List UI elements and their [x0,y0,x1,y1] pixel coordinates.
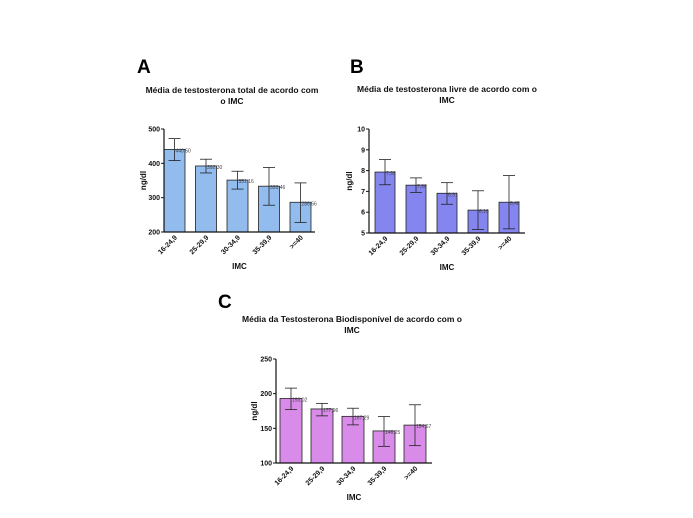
y-tick-label: 500 [148,127,160,134]
y-axis-label: ng/dl [250,401,259,420]
y-tick-label: 150 [260,426,272,433]
x-axis-label: IMC [232,262,247,271]
chart-b: B Média de testosterona livre de acordo c… [345,57,537,272]
x-tick-label: 16-24,9 [157,234,179,256]
x-tick-label: 30-34,9 [220,234,242,256]
data-label: 333,46 [270,185,286,191]
data-label: 286,56 [302,201,318,207]
data-label: 146,25 [385,430,401,436]
x-tick-label: 30-34,9 [336,465,358,487]
y-tick-label: 100 [260,461,272,468]
x-tick-label: 35-39,9 [461,235,483,257]
y-tick-label: 400 [148,161,160,168]
y-tick-label: 200 [260,391,272,398]
data-label: 154,67 [416,424,432,430]
y-tick-label: 10 [357,127,365,134]
y-tick-label: 8 [361,168,365,175]
data-label: 7,30 [417,184,427,190]
y-axis-label: ng/dl [139,171,148,190]
y-tick-label: 6 [361,210,365,217]
data-label: 6,10 [479,209,489,215]
x-axis-label: IMC [347,493,362,502]
x-tick-label: 25-29,9 [189,234,211,256]
bar [310,408,334,464]
y-tick-label: 7 [361,189,365,196]
data-label: 440,50 [176,148,192,154]
panel-label: B [350,57,364,78]
bar [195,165,217,233]
data-label: 351,16 [239,179,255,185]
x-tick-label: 25-29,9 [305,465,327,487]
x-tick-label: 25-29,9 [399,235,421,257]
panel-label: C [218,292,232,313]
chart-title-line: Média da Testosterona Biodisponível de a… [242,314,462,324]
x-tick-label: >=40 [289,234,305,250]
x-tick-label: 35-39,9 [252,234,274,256]
y-tick-label: 9 [361,147,365,154]
chart-c: C Média da Testosterona Biodisponível de … [218,292,462,502]
y-tick-label: 300 [148,195,160,202]
data-label: 392,30 [207,165,223,171]
y-axis-label: ng/dl [345,171,354,190]
chart-title-line: IMC [439,95,455,105]
y-tick-label: 200 [148,230,160,237]
x-tick-label: >=40 [497,235,513,251]
x-tick-label: >=40 [403,465,419,481]
x-tick-label: 30-34,9 [430,235,452,257]
chart-title-line: Média de testosterona total de acordo co… [146,85,319,95]
chart-title-line: o IMC [220,96,243,106]
x-tick-label: 35-39,9 [367,465,389,487]
x-tick-label: 16-24,9 [274,465,296,487]
chart-title-line: IMC [344,325,360,335]
data-label: 6,91 [448,192,458,198]
chart-title-line: Média de testosterona livre de acordo co… [357,84,537,94]
x-axis-label: IMC [440,263,455,272]
bar [163,149,186,233]
y-tick-label: 5 [361,231,365,238]
chart-a: A Média de testosterona total de acordo c… [137,57,319,271]
y-tick-label: 250 [260,357,272,364]
data-label: 167,29 [354,415,370,421]
panel-label: A [137,57,151,78]
data-label: 6,48 [510,201,520,207]
data-label: 177,96 [323,408,339,414]
x-tick-label: 16-24,9 [368,235,390,257]
data-label: 193,02 [292,398,308,404]
data-label: 7,93 [386,171,396,177]
